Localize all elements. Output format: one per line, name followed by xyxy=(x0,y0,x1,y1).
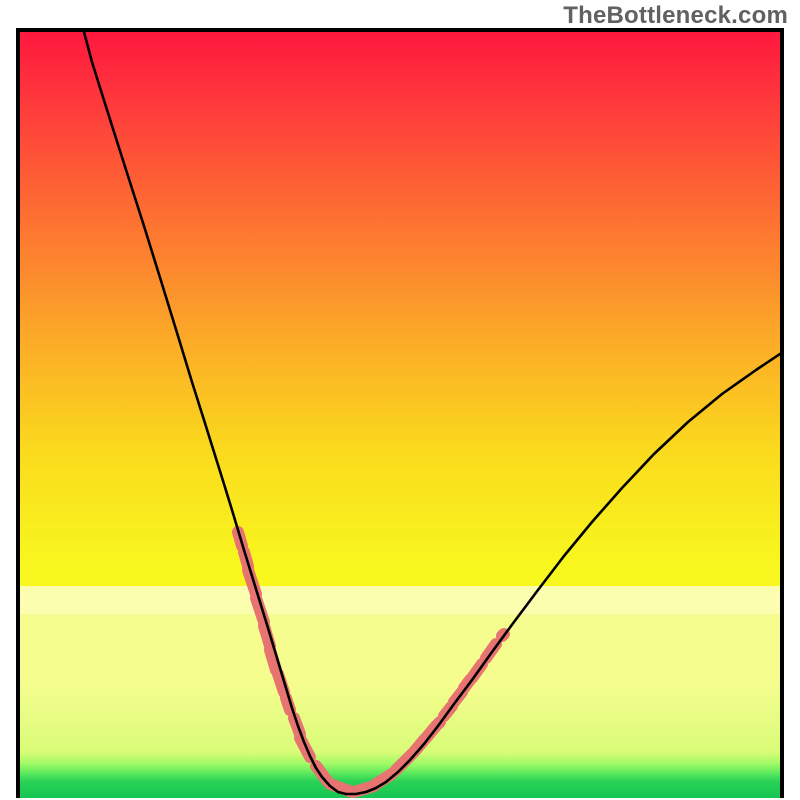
curve-left xyxy=(84,32,346,794)
chart-container: TheBottleneck.com xyxy=(0,0,800,800)
watermark-text: TheBottleneck.com xyxy=(563,2,788,30)
curve-right xyxy=(346,354,780,794)
plot-area xyxy=(20,32,780,798)
curves-layer xyxy=(20,32,780,798)
